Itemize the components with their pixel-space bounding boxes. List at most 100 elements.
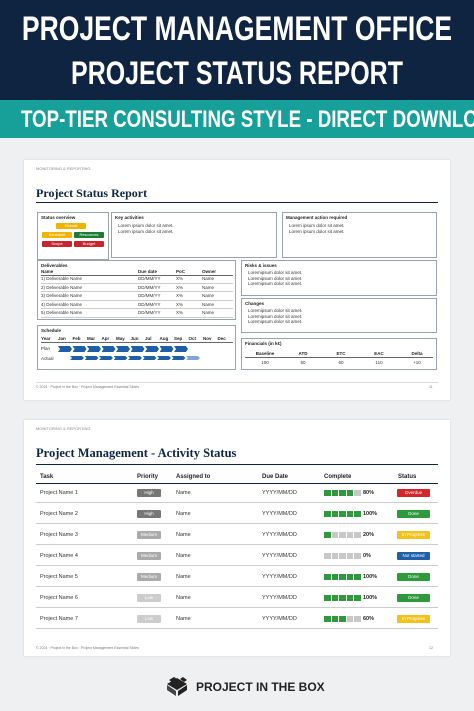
complete-block [339,490,346,496]
schedule-rule [41,342,233,343]
complete-block [354,511,361,517]
column-header: Status [398,474,417,480]
task-name: Project Name 1 [40,490,78,496]
fin-header: Delta [411,351,423,356]
bullet-item: Lorem ipsum dolor sit amet. [289,223,345,228]
changes: Changes Loremipsum dolor sit amet. Loremip… [241,298,437,333]
title-rule [36,464,438,465]
task-name: Project Name 3 [40,532,78,538]
box-title: Schedule [41,328,62,333]
fin-value: 110 [375,360,383,365]
due-date: YYYY/MM/DD [262,553,297,559]
actual-chevron [186,356,200,360]
page-number: 11 [429,385,433,389]
bullet-item: Loremipsum dolor sit amet. [248,313,303,319]
status-pill: Scope [42,241,72,247]
row-rule [41,308,233,309]
plan-chevron [130,346,145,352]
complete-block [324,553,331,559]
complete-label: 0% [363,553,371,559]
fin-value: 100 [261,360,269,365]
column-header: Assigned to [176,474,211,480]
financials: Financials (in k€) Baseline 100 ATD 50 ETC 60 E… [241,338,437,370]
table-cell: Name [202,284,215,290]
complete-block [346,532,353,538]
status-pill: Schedule [42,232,72,238]
complete-block [346,616,353,622]
due-date: YYYY/MM/DD [262,511,297,517]
page-number: 12 [429,646,433,650]
status-badge: Not started [397,552,430,560]
row-rule [41,282,233,284]
status-badge: In Progress [397,531,430,539]
schedule-month: Oct [188,336,197,341]
fin-header: ETC [336,351,346,356]
actual-chevron [171,356,186,360]
plan-chevron [159,346,174,352]
status-badge: Done [397,573,430,581]
breadcrumb: MONITORING & REPORTING [36,426,91,431]
plan-chevron [101,346,116,352]
actual-chevron [142,356,157,360]
table-header: Name [41,269,54,274]
due-date: YYYY/MM/DD [262,574,297,580]
table-cell: 4) Deliverable Name [41,301,83,307]
assigned-to: Name [176,553,191,559]
schedule: Schedule Year Jan Feb Mar Apr May Jun Jul Aug Sep O… [37,325,236,370]
complete-block [339,553,346,559]
complete-block [331,490,338,496]
table-header: Owner [202,269,217,274]
task-name: Project Name 4 [40,553,78,559]
schedule-month: Jun [130,336,139,341]
assigned-to: Name [176,490,191,496]
complete-block [331,532,338,538]
complete-block [354,490,361,496]
table-cell: 3) Deliverable Name [41,293,83,298]
complete-block [346,574,353,580]
column-header: Task [40,474,54,480]
schedule-month: Apr [101,336,110,341]
due-date: YYYY/MM/DD [262,616,297,622]
complete-block [346,511,353,517]
complete-block [331,553,338,559]
complete-block [331,616,338,622]
bullet-item: Loremipsum dolor sit amet. [248,275,303,281]
schedule-month: Aug [159,336,169,341]
schedule-row-label: Actual [41,356,54,361]
footer-rule [36,382,438,383]
management-action: Management action required Lorem ipsum do… [282,212,437,258]
table-cell: DD/MM/YY [138,310,161,315]
complete-bar [324,595,362,601]
actual-chevron [84,356,99,360]
title-line1: PROJECT MANAGEMENT OFFICE [21,10,453,48]
priority-badge: Medium [137,552,161,560]
complete-block [346,595,353,601]
slide-status-report: MONITORING & REPORTING Project Status Rep… [24,160,450,400]
complete-block [339,616,346,622]
task-name: Project Name 2 [40,511,78,517]
table-rule [41,274,233,276]
assigned-to: Name [176,574,191,580]
complete-label: 100% [363,574,378,580]
assigned-to: Name [176,532,191,538]
table-cell: DD/MM/YY [138,276,161,281]
complete-bar [324,490,362,496]
complete-block [324,595,331,601]
column-header: Priority [137,474,159,480]
priority-badge: Medium [137,573,161,581]
complete-bar [324,532,362,538]
priority-badge: Medium [137,531,161,539]
priority-badge: High [137,489,161,497]
brand-name: PROJECT IN THE BOX [196,680,325,694]
status-overview: Status overview Overall Schedule Resources S… [37,212,109,260]
fin-value: 50 [300,360,306,365]
table-cell: DD/MM/YY [138,293,161,298]
plan-chevron [116,346,130,352]
complete-bar [324,553,362,559]
table-cell: DD/MM/YY [138,301,161,307]
bullet-item: Loremipsum dolor sit amet. [248,281,303,286]
complete-label: 100% [363,511,378,517]
due-date: YYYY/MM/DD [262,490,297,496]
box-title: Status overview [41,215,76,220]
